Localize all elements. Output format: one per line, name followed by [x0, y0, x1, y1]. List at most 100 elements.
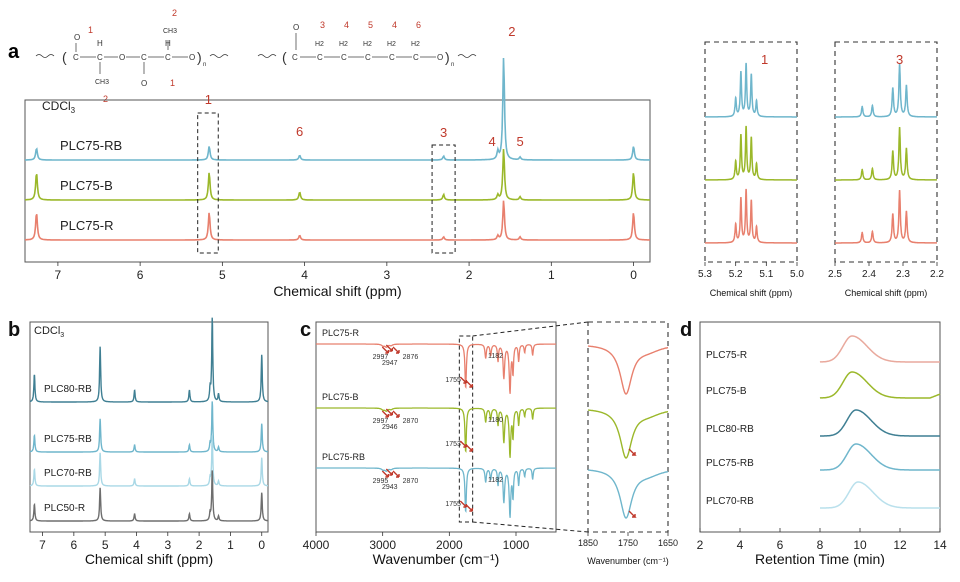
atom: C — [165, 53, 171, 62]
spectrum-line-plc75-r — [25, 200, 650, 241]
chart-b: b 7 6 5 4 3 2 1 0 Chemical shift (ppm) CDCl3 PLC80-… — [8, 317, 269, 567]
red-arrow — [385, 408, 394, 416]
atom: C — [292, 53, 298, 62]
atom: O — [74, 33, 80, 42]
svg-text:(: ( — [62, 49, 67, 65]
peak-label: 3 — [440, 125, 447, 140]
svg-text:): ) — [197, 49, 202, 65]
axes-frame — [24, 99, 651, 263]
panel-label-b: b — [8, 319, 20, 341]
x-tick-label: 7 — [55, 268, 62, 282]
x-tick-label: 3000 — [369, 538, 396, 552]
peak-annotation: 2870 — [403, 478, 419, 485]
atom: n — [451, 62, 454, 68]
peak-annotation: 2995 — [373, 478, 389, 485]
x-tick-label: 2.5 — [828, 269, 842, 280]
x-tick-label: 4 — [301, 268, 308, 282]
peak-label: 5 — [516, 134, 523, 149]
x-tick-label: 12 — [893, 538, 907, 552]
red-arrow — [392, 346, 400, 354]
chart-a-main: 7 6 5 4 3 2 1 0 Chemical shift (ppm) CDCl3 PLC75-R… — [24, 24, 651, 299]
red-arrow — [381, 470, 390, 478]
x-tick-label: 1650 — [658, 538, 678, 548]
inset-ir-line — [587, 345, 669, 395]
red-arrow — [385, 344, 394, 352]
x-tick-label: 6 — [137, 268, 144, 282]
peak-label: 1 — [205, 92, 212, 107]
series-label: PLC50-R — [44, 503, 85, 514]
x-axis-label: Wavenumber (cm⁻¹) — [587, 556, 668, 566]
red-arrow — [465, 444, 474, 452]
x-axis-label: Chemical shift (ppm) — [85, 551, 213, 567]
ir-spectrum-line — [316, 407, 556, 458]
carbon-number: 4 — [344, 20, 349, 30]
x-axis-label: Chemical shift (ppm) — [710, 288, 793, 298]
inset-peak-label: 3 — [896, 52, 903, 67]
atom: O — [189, 53, 195, 62]
atom: O — [141, 79, 147, 88]
x-tick-label: 5 — [219, 268, 226, 282]
solvent-label: CDCl3 — [42, 99, 76, 115]
structure-lactide: ( O C H C CH3 O C O H C CH3 O ) n 1 2 1 … — [35, 8, 229, 104]
series-label: PLC75-B — [706, 386, 747, 397]
peak-label: 2 — [508, 24, 515, 39]
x-tick-label: 1850 — [578, 538, 598, 548]
inset-ir-line — [587, 409, 669, 459]
x-axis-label: Retention Time (min) — [755, 551, 885, 567]
x-tick-label: 2 — [697, 538, 704, 552]
spectrum-line-plc75-b — [25, 148, 650, 201]
atom: H2 — [411, 41, 420, 48]
x-tick-label: 8 — [817, 538, 824, 552]
x-tick-label: 1750 — [618, 538, 638, 548]
peak-annotation: 2947 — [382, 360, 398, 367]
x-tick-label: 6 — [777, 538, 784, 552]
inset-spectrum-line — [705, 188, 797, 244]
x-tick-label: 3 — [164, 538, 171, 552]
series-label: PLC70-RB — [706, 496, 754, 507]
structure-caprolactone: ( O C C H2 C H2 C H2 C H2 C H2 O ) n 3 4… — [257, 20, 477, 68]
atom: O — [119, 53, 125, 62]
atom: C — [97, 53, 103, 62]
series-label: PLC75-RB — [322, 452, 365, 462]
peak-label: 4 — [488, 134, 495, 149]
gpc-curve — [820, 409, 940, 437]
x-tick-label: 2.4 — [862, 269, 876, 280]
atom: CH3 — [163, 28, 177, 35]
x-tick-label: 6 — [70, 538, 77, 552]
highlight-box-1 — [197, 112, 219, 254]
x-tick-label: 5.0 — [790, 269, 804, 280]
inset-spectrum-line — [705, 125, 797, 181]
x-tick-label: 5 — [102, 538, 109, 552]
series-label: PLC75-R — [706, 350, 747, 361]
gpc-curve — [820, 481, 940, 509]
atom: O — [293, 23, 299, 32]
peak-annotation: 1182 — [488, 477, 503, 484]
inset-peak-label: 1 — [761, 52, 768, 67]
atom: H2 — [315, 41, 324, 48]
peak-annotation: 1182 — [488, 353, 503, 360]
inset-spectrum-line — [705, 62, 797, 118]
atom: C — [413, 53, 419, 62]
x-axis-label: Wavenumber (cm⁻¹) — [373, 551, 500, 567]
series-label: PLC80-RB — [706, 424, 754, 435]
x-tick-label: 3 — [383, 268, 390, 282]
atom: C — [73, 53, 79, 62]
gpc-curve — [819, 335, 940, 363]
peak-annotation: 2870 — [403, 418, 419, 425]
carbon-number: 3 — [320, 20, 325, 30]
axes-frame — [29, 321, 269, 533]
chart-a-inset1: 5.3 5.2 5.1 5.0 Chemical shift (ppm) 1 — [698, 41, 804, 298]
x-tick-label: 4 — [737, 538, 744, 552]
x-tick-label: 14 — [933, 538, 947, 552]
carbon-number: 6 — [416, 20, 421, 30]
x-axis-label: Chemical shift (ppm) — [273, 283, 401, 299]
zoom-connector — [472, 321, 589, 337]
inset-frame — [704, 41, 798, 263]
red-arrow — [392, 410, 400, 418]
inset-frame — [834, 41, 938, 263]
solvent-subscript: 3 — [71, 106, 76, 115]
series-label: PLC70-RB — [44, 468, 92, 479]
